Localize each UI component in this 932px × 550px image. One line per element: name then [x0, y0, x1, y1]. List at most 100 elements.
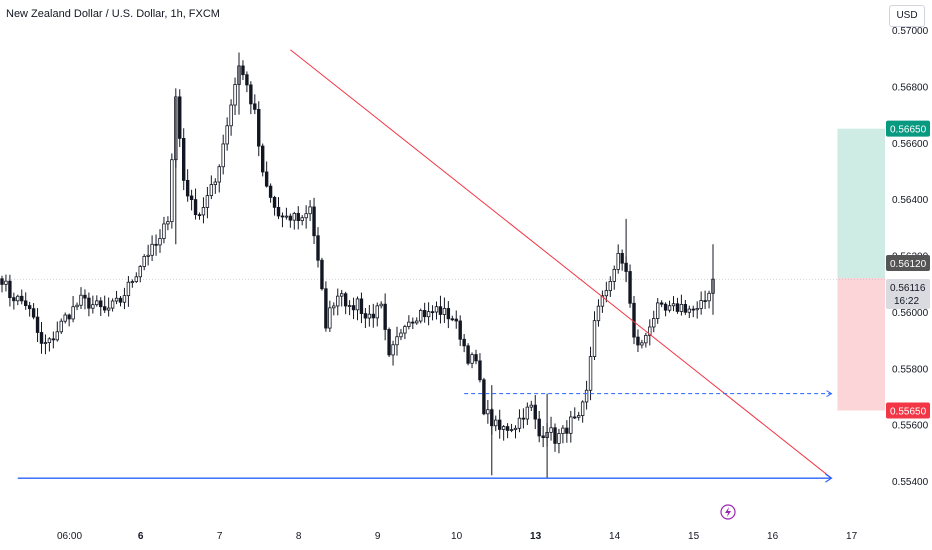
x-tick-label: 8 — [296, 531, 302, 542]
candle — [482, 377, 486, 416]
candle — [110, 298, 115, 312]
x-tick-label: 16 — [767, 531, 779, 542]
candle-body — [324, 288, 328, 329]
candle-body — [454, 318, 458, 322]
candle — [636, 329, 640, 353]
candle — [71, 295, 75, 323]
candle-body — [166, 221, 170, 225]
candle — [466, 343, 470, 366]
candle — [95, 295, 99, 307]
candle-body — [521, 417, 526, 420]
candle-body — [87, 297, 91, 309]
candle — [671, 296, 676, 312]
candle-body — [260, 145, 265, 173]
x-tick-label: 13 — [530, 531, 542, 542]
candle — [675, 297, 680, 314]
candle-body — [387, 329, 391, 356]
candle-body — [383, 303, 387, 330]
candle — [663, 302, 668, 317]
currency-button[interactable]: USD — [889, 5, 925, 27]
candle — [557, 428, 561, 454]
candle-body — [249, 84, 253, 105]
candle-body — [320, 259, 324, 290]
candle — [616, 244, 620, 274]
candle-body — [430, 311, 435, 314]
candle — [363, 307, 368, 329]
x-tick-label: 9 — [375, 531, 381, 542]
candle-body — [162, 223, 166, 239]
y-tick-label: 0.55400 — [892, 477, 929, 488]
candle-body — [241, 65, 245, 76]
candle-body — [336, 295, 340, 307]
candle-body — [264, 171, 269, 187]
candle — [628, 264, 632, 308]
candle-body — [636, 336, 640, 346]
candle-body — [612, 268, 616, 282]
candle-body — [300, 217, 304, 222]
candle-body — [339, 293, 344, 297]
candle-body — [604, 290, 609, 297]
candle — [201, 197, 206, 224]
candle — [284, 207, 289, 220]
candle-body — [517, 417, 522, 429]
candle — [264, 161, 269, 188]
candle-body — [185, 179, 190, 197]
candle-body — [644, 335, 648, 344]
candle — [126, 276, 131, 307]
candle — [494, 415, 498, 432]
candle — [549, 416, 553, 441]
time-axis: 06:00 6 7 8 9 10 13 14 15 16 17 — [57, 531, 858, 542]
candle — [197, 212, 202, 220]
candle — [288, 213, 293, 228]
candle-body — [628, 271, 632, 304]
candle — [320, 257, 324, 291]
candle-body — [0, 278, 4, 285]
candle — [517, 409, 522, 433]
candle-body — [257, 109, 261, 147]
candle — [257, 101, 261, 157]
candle — [280, 212, 285, 228]
candle-body — [466, 345, 470, 364]
candle-body — [494, 419, 498, 427]
candle — [505, 423, 510, 439]
candle-body — [557, 433, 561, 444]
candle — [399, 328, 403, 341]
candle-body — [569, 416, 573, 434]
target-price-tag-bg — [886, 120, 930, 137]
candle-body — [541, 435, 545, 438]
candle — [83, 289, 87, 310]
candle-body — [134, 276, 138, 282]
candle-body — [415, 320, 419, 324]
candle — [55, 321, 59, 342]
candle — [241, 60, 245, 81]
candle-body — [553, 427, 557, 444]
candle-body — [122, 295, 127, 303]
candle-body — [422, 309, 427, 318]
candle — [253, 94, 257, 115]
candle — [189, 189, 194, 211]
candle-body — [620, 253, 624, 264]
candle — [561, 425, 565, 444]
candle — [308, 200, 312, 221]
candle-body — [375, 305, 379, 319]
candle — [391, 340, 395, 366]
candle — [652, 310, 656, 333]
candle-body — [699, 300, 703, 309]
candle — [462, 334, 466, 353]
candle — [529, 400, 533, 412]
candle-body — [217, 166, 221, 183]
candle-body — [106, 307, 111, 311]
x-tick-label: 10 — [451, 531, 463, 542]
candle — [339, 289, 344, 307]
candle-body — [438, 306, 443, 315]
candle-body — [450, 318, 454, 321]
candle-body — [272, 197, 277, 208]
candle-body — [43, 342, 48, 344]
candle-body — [707, 292, 711, 302]
candle-body — [596, 305, 601, 322]
candle — [584, 380, 589, 410]
trendline[interactable] — [290, 49, 832, 479]
candle-body — [478, 360, 482, 381]
candle — [221, 134, 225, 175]
